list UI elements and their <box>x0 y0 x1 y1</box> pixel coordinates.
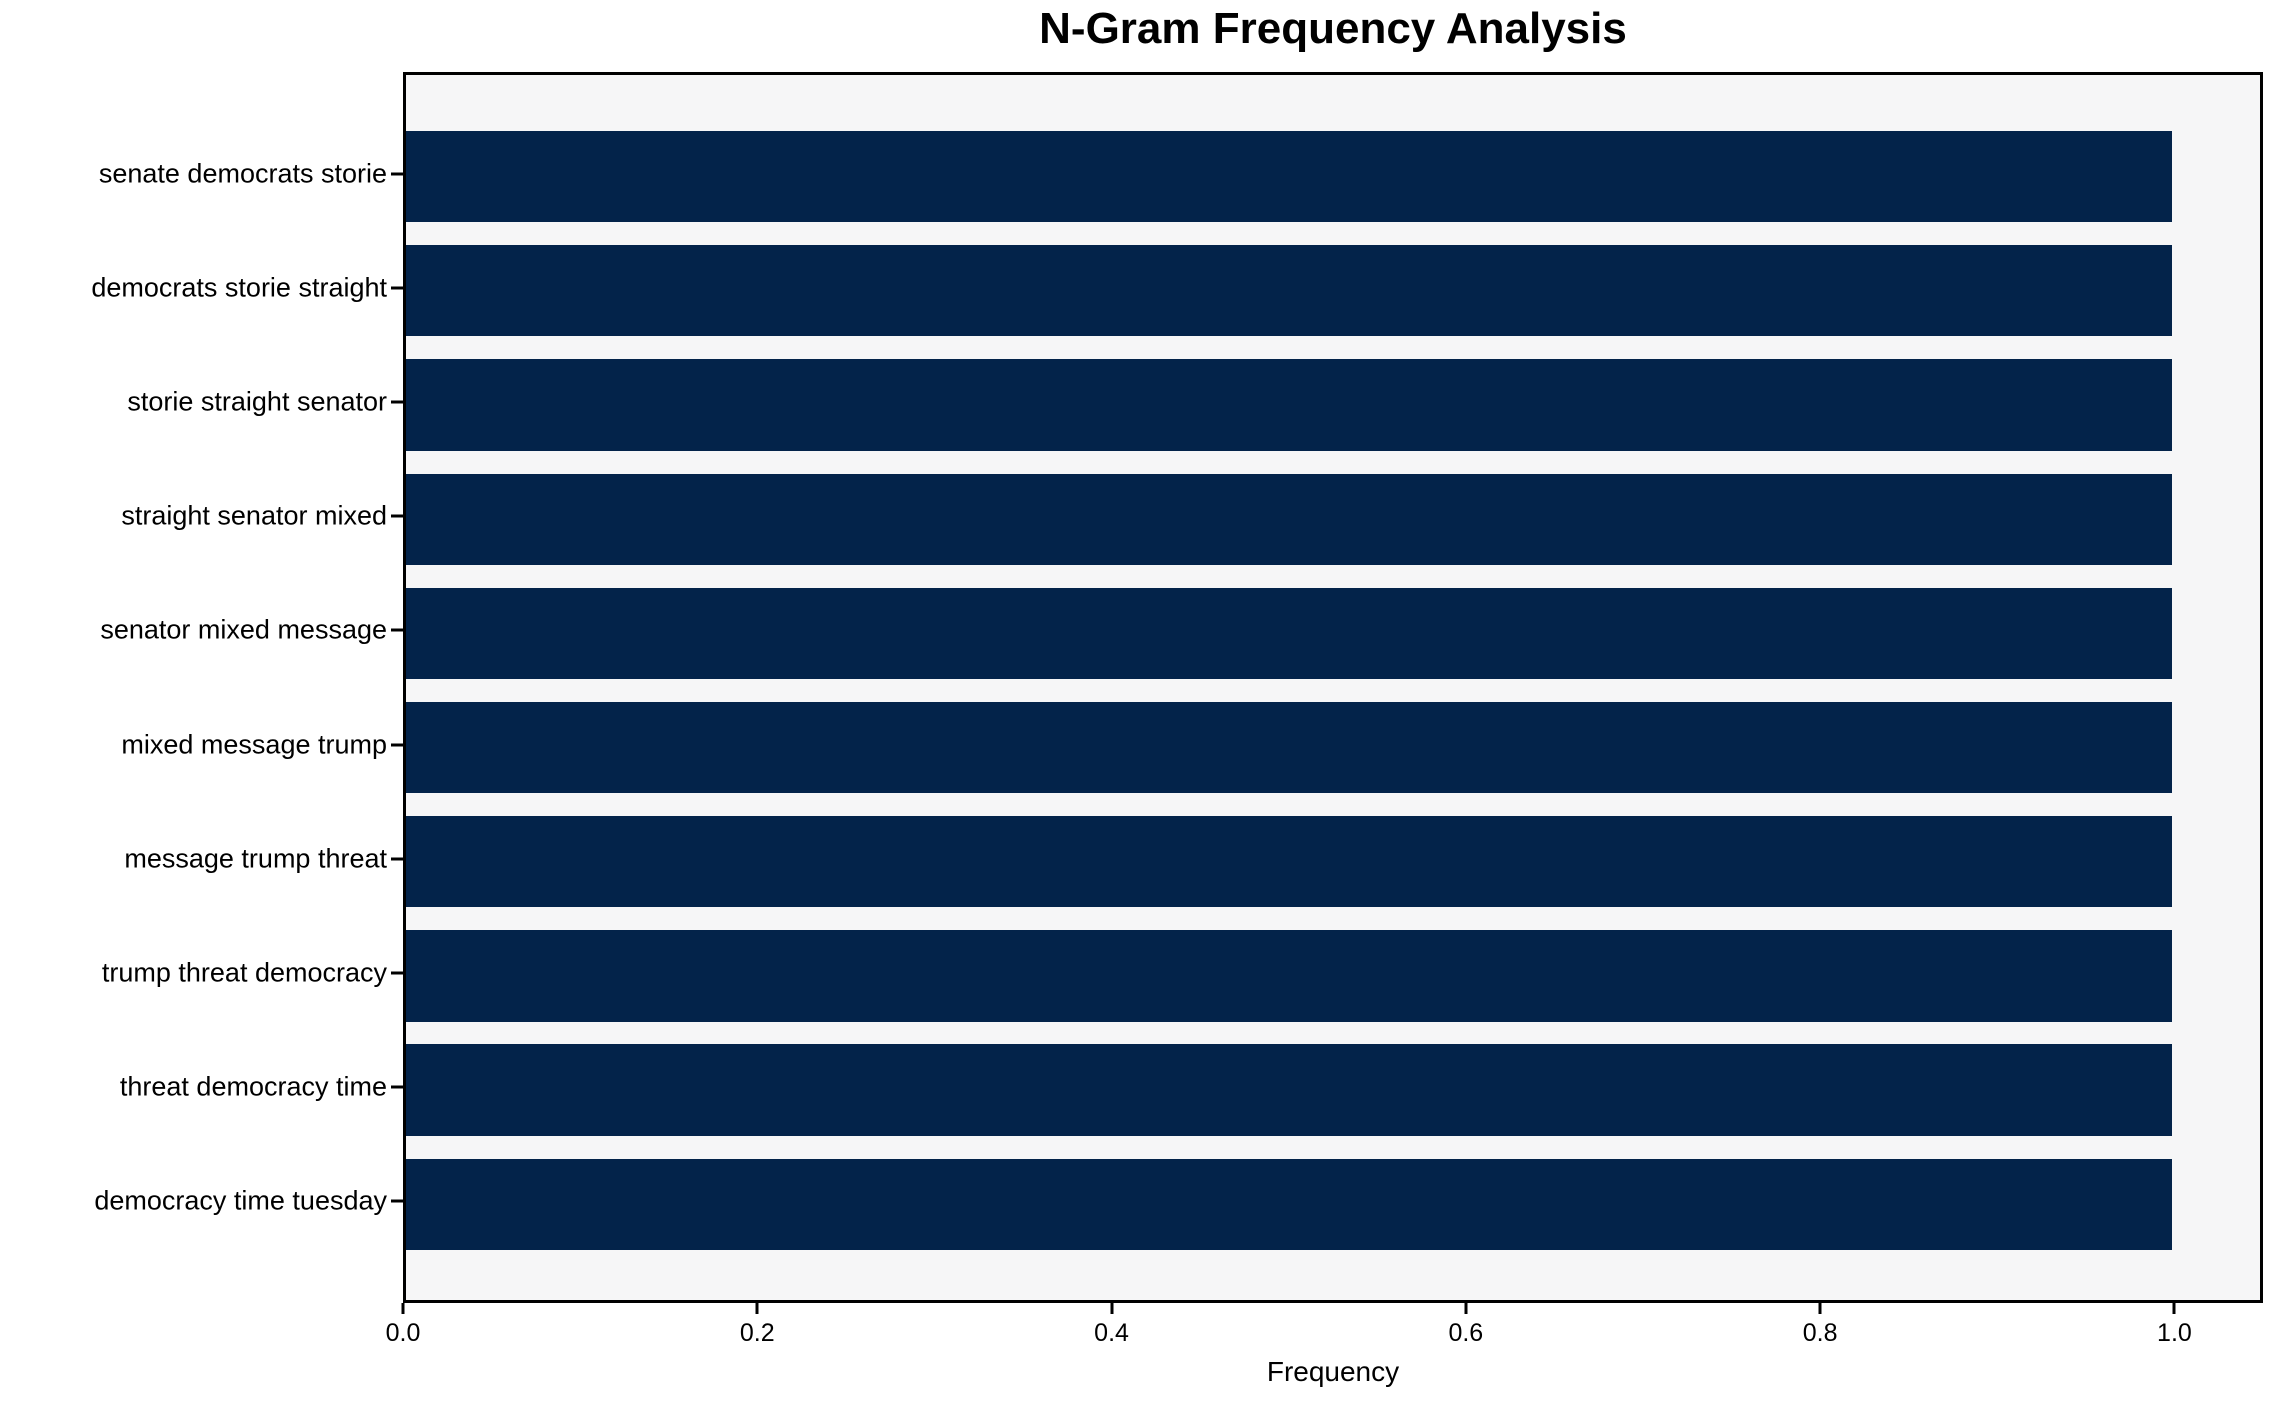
y-tick-label: senate democrats storie <box>98 158 387 189</box>
y-tick-mark <box>391 971 403 975</box>
x-tick-mark <box>1818 1303 1822 1314</box>
y-tick-label: threat democracy time <box>119 1071 387 1102</box>
y-tick-mark <box>391 857 403 861</box>
y-tick-label: storie straight senator <box>127 386 387 417</box>
bar <box>406 1158 2172 1251</box>
x-axis-label: Frequency <box>1266 1356 1400 1387</box>
x-tick-mark <box>1464 1303 1468 1314</box>
x-tick-label: 0.6 <box>1448 1319 1484 1347</box>
bar <box>406 473 2172 565</box>
bar <box>406 816 2172 908</box>
x-tick-label: 0.8 <box>1802 1319 1838 1347</box>
y-tick-mark <box>391 400 403 404</box>
y-tick-mark <box>391 628 403 632</box>
x-tick-label: 1.0 <box>2157 1319 2192 1347</box>
y-tick-label: message trump threat <box>124 843 387 874</box>
plot-area <box>403 72 2263 1303</box>
x-tick-label: 0.0 <box>385 1319 421 1347</box>
x-tick-label: 0.4 <box>1094 1319 1129 1347</box>
y-tick-mark <box>391 172 403 176</box>
y-tick-label: democracy time tuesday <box>94 1185 387 1216</box>
chart-title: N-Gram Frequency Analysis <box>1039 4 1627 53</box>
bar <box>406 1044 2172 1136</box>
bar <box>406 359 2172 451</box>
bar <box>406 930 2172 1022</box>
x-tick-mark <box>1110 1303 1114 1314</box>
x-tick-mark <box>401 1303 405 1314</box>
y-tick-label: senator mixed message <box>100 614 387 645</box>
y-tick-mark <box>391 286 403 290</box>
bar <box>406 130 2172 223</box>
bar <box>406 245 2172 337</box>
y-tick-mark <box>391 514 403 518</box>
y-tick-mark <box>391 1085 403 1089</box>
y-tick-label: straight senator mixed <box>121 500 387 531</box>
y-tick-label: trump threat democracy <box>101 957 387 988</box>
x-tick-label: 0.2 <box>739 1319 775 1347</box>
x-tick-mark <box>2172 1303 2176 1314</box>
y-tick-label: mixed message trump <box>121 729 387 760</box>
x-tick-mark <box>755 1303 759 1314</box>
y-tick-label: democrats storie straight <box>91 272 387 303</box>
y-tick-mark <box>391 1199 403 1203</box>
bar <box>406 701 2172 794</box>
bar <box>406 587 2172 680</box>
y-tick-mark <box>391 743 403 747</box>
